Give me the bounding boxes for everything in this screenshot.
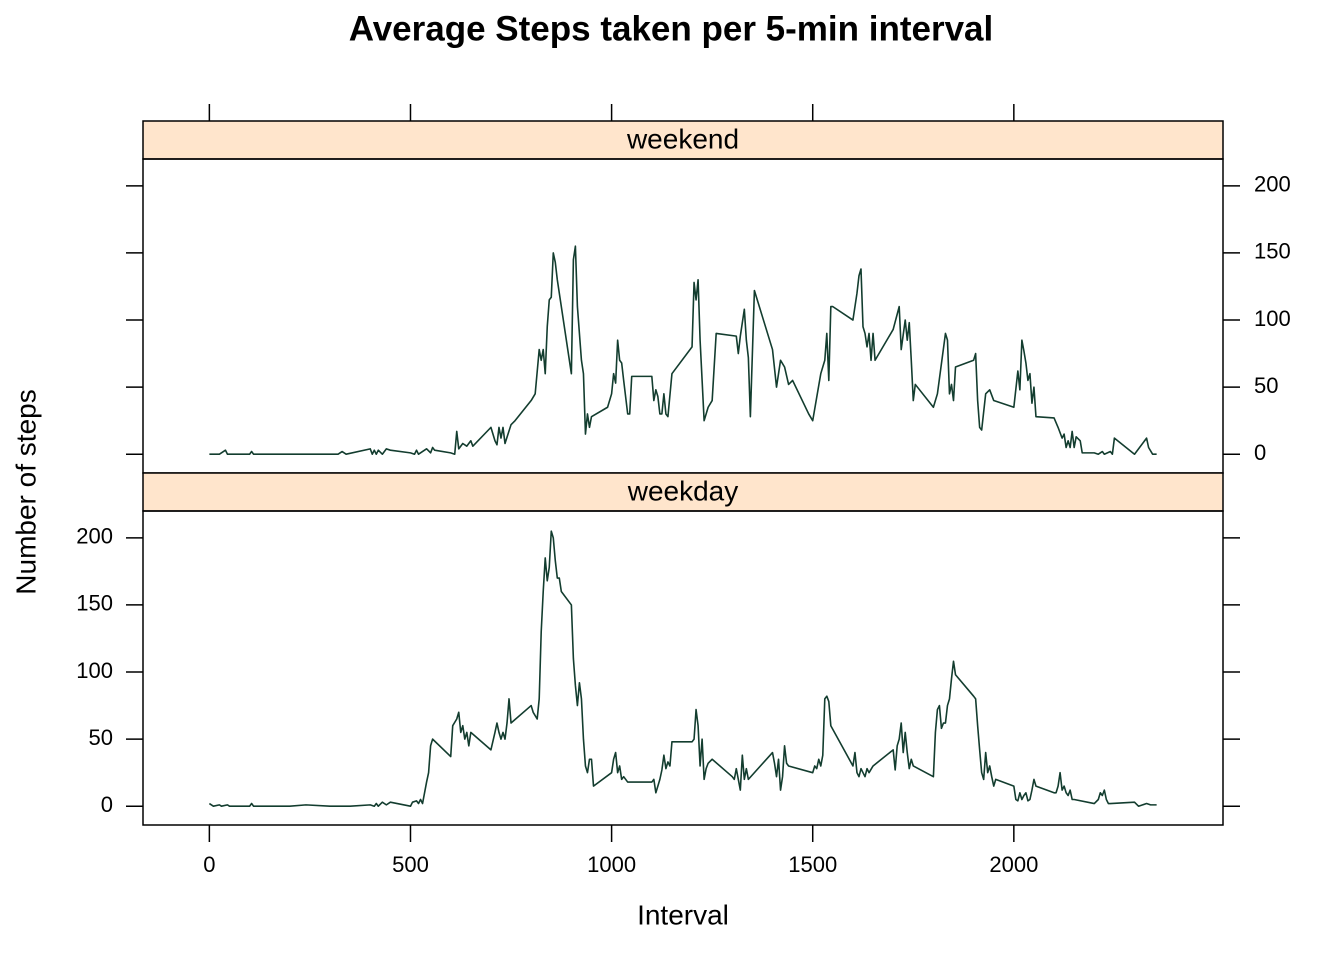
y-tick-label: 200 xyxy=(76,524,113,549)
strip-label: weekday xyxy=(627,475,739,506)
x-axis-label: Interval xyxy=(637,899,729,930)
panel-border xyxy=(142,510,1224,826)
x-tick-label: 0 xyxy=(203,852,215,877)
y-tick-label: 0 xyxy=(1254,440,1266,465)
strip xyxy=(142,120,1224,160)
strip xyxy=(142,472,1224,512)
y-tick-label: 150 xyxy=(1254,239,1291,264)
y-tick-label: 200 xyxy=(1254,172,1291,197)
x-tick-label: 1500 xyxy=(788,852,837,877)
y-tick-label: 0 xyxy=(101,792,113,817)
data-line xyxy=(209,245,1157,456)
y-tick-label: 150 xyxy=(76,591,113,616)
panel-border xyxy=(142,158,1224,474)
x-tick-label: 2000 xyxy=(989,852,1038,877)
y-tick-label: 50 xyxy=(89,725,113,750)
x-tick-label: 1000 xyxy=(587,852,636,877)
chart-title: Average Steps taken per 5-min interval xyxy=(349,9,994,48)
strip-label: weekend xyxy=(626,123,739,154)
data-line xyxy=(208,530,1157,808)
x-tick-label: 500 xyxy=(392,852,429,877)
y-tick-label: 100 xyxy=(76,658,113,683)
y-tick-label: 50 xyxy=(1254,373,1278,398)
y-tick-label: 100 xyxy=(1254,306,1291,331)
y-axis-label: Number of steps xyxy=(10,389,41,594)
